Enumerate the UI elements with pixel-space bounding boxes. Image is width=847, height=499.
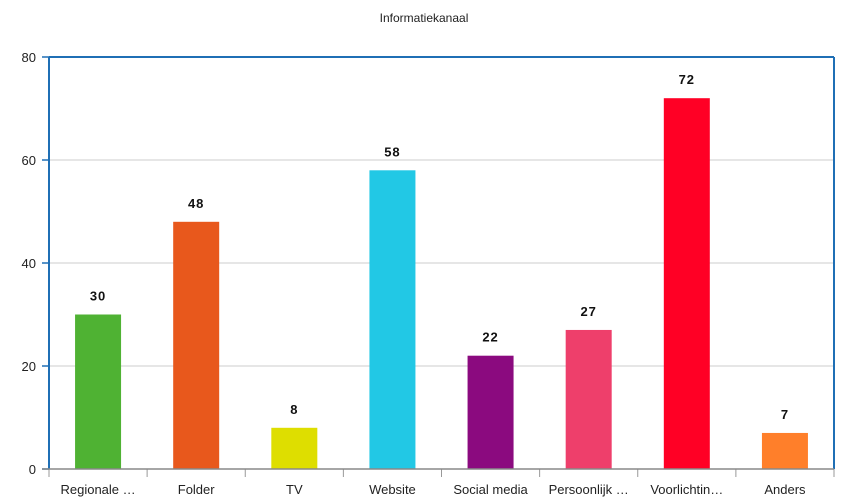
x-category-label: Anders [764, 482, 806, 497]
y-tick-label: 0 [29, 462, 36, 477]
gridlines [49, 56, 834, 367]
y-tick-label: 60 [22, 153, 36, 168]
x-axis-categories: Regionale … Folder TV Website Social media Pe… [60, 482, 806, 497]
axes [42, 56, 835, 477]
value-labels: 30 48 8 58 22 27 72 7 [90, 72, 789, 422]
y-tick-label: 20 [22, 359, 36, 374]
bar-value-label: 58 [384, 144, 400, 159]
chart-title: Informatiekanaal [380, 11, 469, 25]
x-category-label: TV [286, 482, 303, 497]
x-category-label: Voorlichtin… [650, 482, 723, 497]
x-category-label: Social media [453, 482, 528, 497]
y-tick-label: 80 [22, 50, 36, 65]
y-tick-label: 40 [22, 256, 36, 271]
bar [663, 98, 710, 469]
bar [75, 314, 122, 469]
bar [271, 427, 318, 469]
bar [761, 432, 808, 469]
x-category-label: Folder [178, 482, 216, 497]
y-axis-ticks: 0 20 40 60 80 [22, 50, 36, 477]
bar-value-label: 72 [679, 72, 695, 87]
bar-value-label: 27 [580, 304, 596, 319]
x-category-label: Persoonlijk … [549, 482, 629, 497]
x-category-label: Website [369, 482, 416, 497]
bar-value-label: 30 [90, 289, 106, 304]
x-category-label: Regionale … [60, 482, 135, 497]
bar [173, 221, 220, 469]
bar-value-label: 7 [781, 407, 789, 422]
bar [565, 329, 612, 469]
bar-value-label: 22 [482, 330, 498, 345]
bar [369, 170, 416, 470]
bar-value-label: 48 [188, 196, 204, 211]
bar [467, 355, 514, 469]
bars [75, 98, 808, 470]
bar-value-label: 8 [290, 402, 298, 417]
